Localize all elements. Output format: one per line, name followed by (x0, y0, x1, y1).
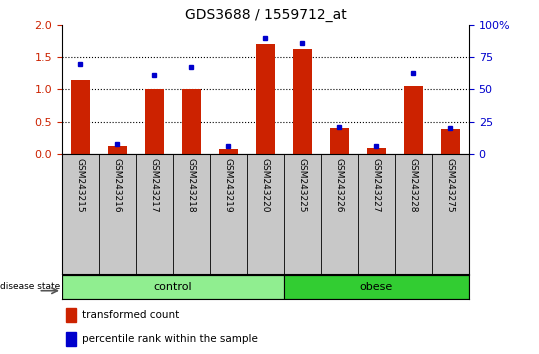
Bar (62, 275, 284, 299)
Bar (256, 44, 275, 154)
Text: GSM243219: GSM243219 (224, 158, 233, 212)
Bar (71, 80, 89, 154)
Text: transformed count: transformed count (82, 310, 179, 320)
Bar (66, 308, 76, 322)
Bar (293, 49, 312, 154)
Bar (219, 149, 238, 154)
Bar (284, 275, 469, 299)
Text: percentile rank within the sample: percentile rank within the sample (82, 333, 258, 344)
Text: GSM243216: GSM243216 (113, 158, 122, 212)
Text: GSM243227: GSM243227 (372, 158, 381, 212)
Text: obese: obese (360, 282, 393, 292)
Text: GSM243225: GSM243225 (298, 158, 307, 212)
Text: disease state: disease state (0, 282, 60, 291)
Bar (441, 130, 460, 154)
Text: GSM243275: GSM243275 (446, 158, 455, 212)
Text: GSM243226: GSM243226 (335, 158, 344, 212)
Bar (145, 89, 164, 154)
Bar (66, 332, 76, 346)
Bar (182, 89, 201, 154)
Text: GSM243218: GSM243218 (187, 158, 196, 212)
Text: control: control (154, 282, 192, 292)
Bar (330, 128, 349, 154)
Text: GSM243217: GSM243217 (150, 158, 159, 212)
Bar (404, 86, 423, 154)
Bar (108, 146, 127, 154)
Title: GDS3688 / 1559712_at: GDS3688 / 1559712_at (184, 8, 347, 22)
Text: GSM243220: GSM243220 (261, 158, 270, 212)
Text: GSM243215: GSM243215 (76, 158, 85, 212)
Text: GSM243228: GSM243228 (409, 158, 418, 212)
Bar (367, 148, 386, 154)
